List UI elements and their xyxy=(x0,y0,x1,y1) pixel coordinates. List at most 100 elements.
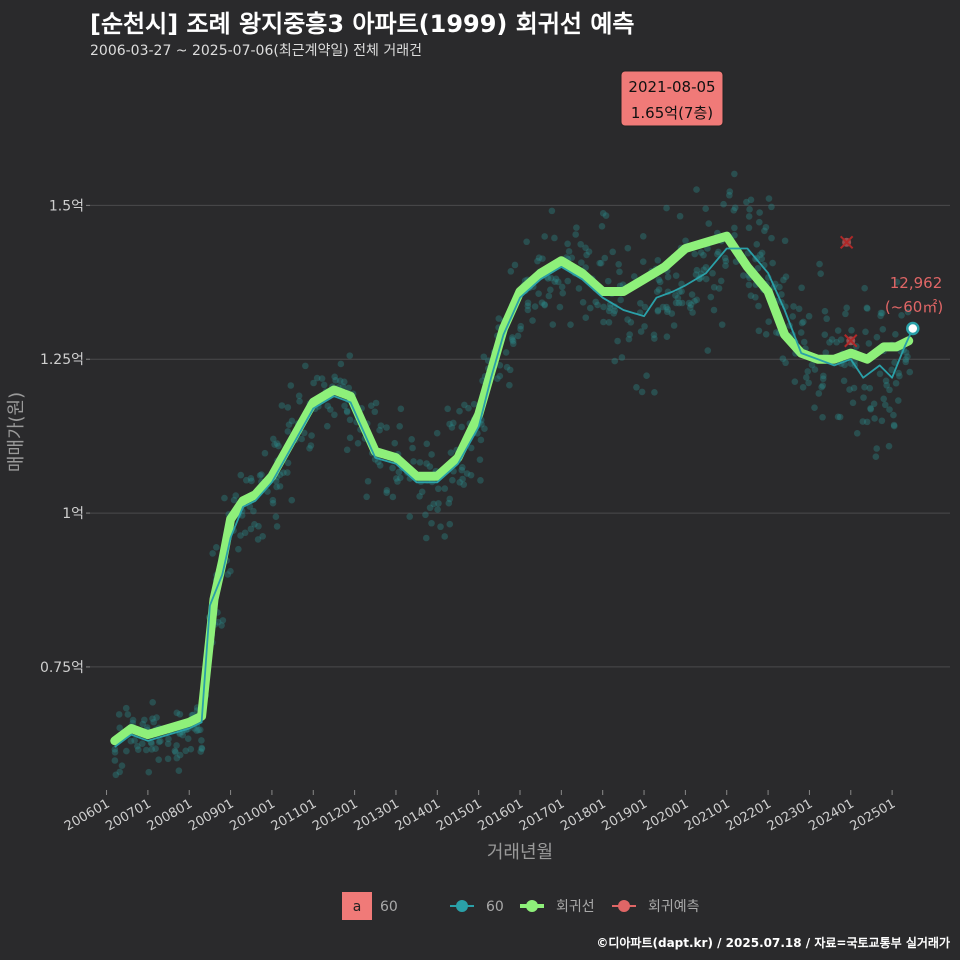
x-axis-label: 거래년월 xyxy=(487,842,553,863)
transaction-point xyxy=(336,377,344,385)
transaction-point xyxy=(435,500,442,507)
transaction-point xyxy=(904,353,911,361)
x-tick-label: 202301 xyxy=(765,796,815,834)
transaction-point xyxy=(791,378,799,385)
transaction-point xyxy=(641,303,649,311)
transaction-point xyxy=(689,309,696,316)
transaction-point xyxy=(567,321,574,328)
transaction-point xyxy=(599,210,607,217)
footer-credit: ©디아파트(dapt.kr) / 2025.07.18 / 자료=국토교통부 실… xyxy=(596,936,950,950)
y-axis: 0.75억 1억 1.25억 1.5억 xyxy=(40,198,90,676)
transaction-point xyxy=(441,533,449,540)
transaction-point xyxy=(606,304,614,312)
trend-line-60 xyxy=(114,247,914,748)
transaction-point xyxy=(307,442,315,449)
legend-regression-label: 회귀선 xyxy=(556,899,595,915)
transaction-point xyxy=(509,340,517,348)
transaction-point xyxy=(756,251,764,259)
transaction-point xyxy=(842,310,849,318)
transaction-point xyxy=(800,318,807,326)
transaction-point xyxy=(434,506,441,513)
transaction-point xyxy=(609,248,617,256)
transaction-point xyxy=(682,237,689,245)
transaction-point xyxy=(495,315,503,322)
transaction-point xyxy=(141,716,148,724)
transaction-point xyxy=(343,408,351,416)
transaction-point xyxy=(863,418,871,426)
transaction-point xyxy=(870,400,878,408)
transaction-point xyxy=(481,425,488,432)
transaction-point xyxy=(754,264,762,272)
transaction-point xyxy=(715,248,722,256)
transaction-point xyxy=(902,349,910,356)
transaction-point xyxy=(585,248,593,255)
transaction-point xyxy=(517,325,524,333)
legend-predict-dot xyxy=(618,900,630,912)
transaction-point xyxy=(691,297,698,305)
transaction-point xyxy=(598,222,606,230)
transaction-point xyxy=(278,402,286,409)
transaction-point xyxy=(731,170,738,178)
transaction-point xyxy=(837,336,845,343)
transaction-point xyxy=(883,381,890,389)
transaction-point xyxy=(721,254,729,262)
transaction-point xyxy=(789,313,797,320)
x-tick-label: 202501 xyxy=(848,796,898,834)
transaction-point xyxy=(195,726,202,734)
transaction-point xyxy=(503,363,511,371)
transaction-point xyxy=(447,449,455,456)
transaction-point xyxy=(255,522,262,530)
transaction-point xyxy=(394,478,401,485)
transaction-point xyxy=(888,366,895,374)
transaction-point xyxy=(780,276,787,284)
transaction-point xyxy=(284,469,291,476)
transaction-point xyxy=(176,710,184,718)
transaction-point xyxy=(702,205,709,212)
transaction-point xyxy=(331,373,338,381)
transaction-point xyxy=(834,327,842,334)
transaction-point xyxy=(459,463,466,471)
transaction-point xyxy=(295,392,303,400)
transaction-point xyxy=(418,488,426,496)
transaction-point xyxy=(672,272,680,279)
transaction-point xyxy=(288,496,296,504)
transaction-point xyxy=(663,308,671,316)
transaction-point xyxy=(902,356,910,363)
transaction-point xyxy=(823,315,830,323)
transaction-point xyxy=(247,525,255,533)
transaction-point xyxy=(861,383,868,391)
transaction-point xyxy=(674,294,682,302)
transaction-point xyxy=(714,250,721,258)
transaction-point xyxy=(664,273,672,281)
transaction-point xyxy=(605,307,613,315)
transaction-point xyxy=(426,463,434,470)
transaction-point xyxy=(702,263,710,271)
transaction-point xyxy=(641,323,648,330)
transaction-point xyxy=(541,301,549,309)
transaction-point xyxy=(300,429,308,437)
transaction-point xyxy=(867,405,874,412)
transaction-point xyxy=(624,244,632,252)
transaction-point xyxy=(650,331,658,339)
transaction-point xyxy=(758,255,766,263)
transaction-point xyxy=(198,737,205,744)
transaction-point xyxy=(672,299,680,307)
x-tick-label: 200901 xyxy=(186,796,236,834)
transaction-point xyxy=(148,746,156,753)
transaction-point xyxy=(828,336,836,343)
x-tick-label: 202101 xyxy=(682,796,732,834)
transaction-point xyxy=(659,303,667,311)
transaction-point xyxy=(700,266,707,274)
transaction-point xyxy=(582,244,589,252)
transaction-point xyxy=(678,288,685,295)
transaction-point xyxy=(672,292,679,299)
transaction-point xyxy=(805,312,813,320)
transaction-point xyxy=(224,571,232,578)
transaction-point xyxy=(422,511,429,519)
transaction-point xyxy=(895,369,902,377)
transaction-point xyxy=(467,444,475,452)
transaction-point xyxy=(597,259,605,267)
transaction-point xyxy=(531,303,539,310)
transaction-point xyxy=(745,281,753,289)
transaction-point xyxy=(134,742,141,750)
